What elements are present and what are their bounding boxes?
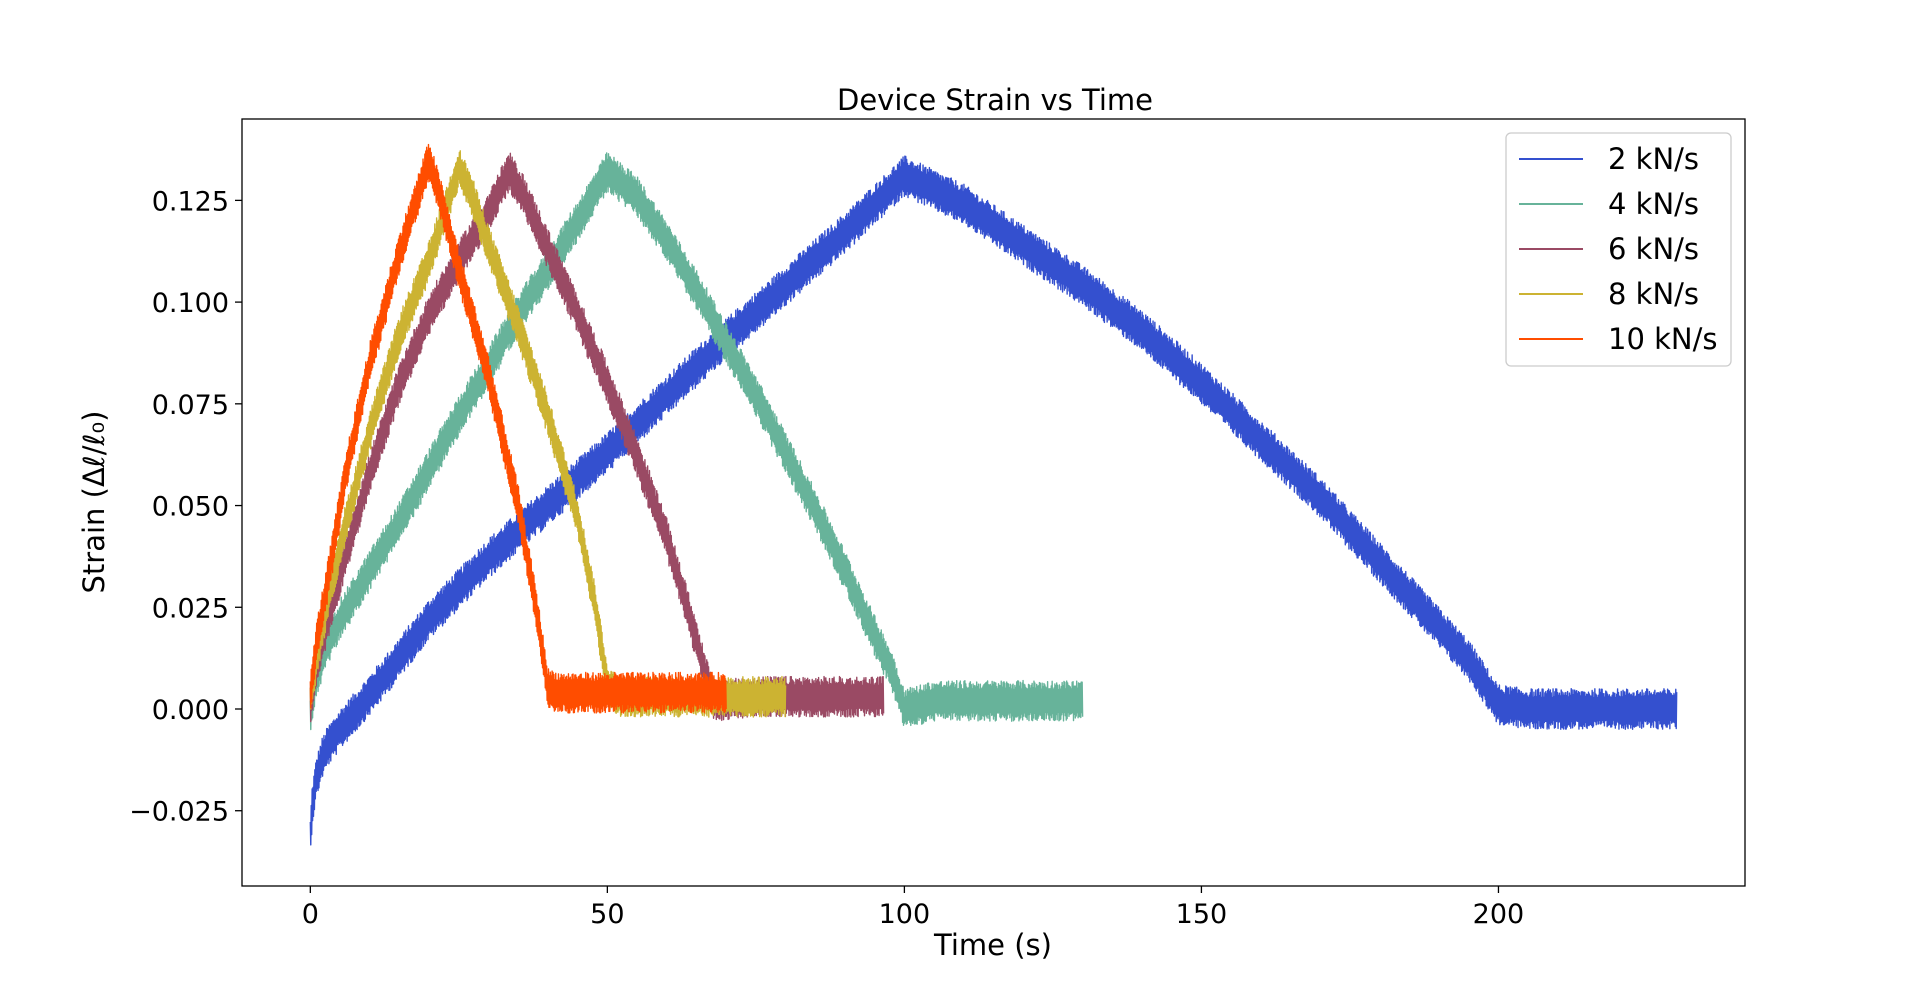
chart-title: Device Strain vs Time [837,83,1153,117]
legend-box [1505,132,1732,367]
legend-items: 2 kN/s 4 kN/s 6 kN/s 8 kN/s 10 kN/s [1519,142,1718,356]
series-line-2 [309,152,1084,731]
legend-label: 6 kN/s [1608,232,1699,266]
y-tick-label: 0.025 [152,593,229,624]
legend-label: 4 kN/s [1608,187,1699,221]
y-tick-label: 0.100 [152,288,229,319]
y-axis-title: Strain (Δℓ/ℓ₀) [77,411,111,594]
series-line-5 [309,143,727,714]
y-axis: −0.025 0.000 0.025 0.050 0.075 0.100 0.125 [129,186,242,828]
legend-label: 10 kN/s [1608,322,1718,356]
x-tick-label: 100 [879,899,931,930]
y-tick-label: −0.025 [129,797,229,828]
x-tick-label: 0 [302,899,319,930]
series-line-1 [309,155,1678,846]
legend-label: 2 kN/s [1608,142,1699,176]
y-tick-label: 0.075 [152,390,229,421]
y-tick-label: 0.125 [152,186,229,217]
y-tick-label: 0.000 [152,695,229,726]
plot-frame [241,118,1746,887]
x-tick-label: 200 [1473,899,1525,930]
x-axis-title: Time (s) [933,928,1052,962]
legend: 2 kN/s 4 kN/s 6 kN/s 8 kN/s 10 kN/s [1505,132,1732,367]
y-tick-label: 0.050 [152,492,229,523]
x-axis: 0 50 100 150 200 [302,886,1525,930]
x-tick-label: 150 [1176,899,1228,930]
series-layer [309,143,1678,846]
legend-label: 8 kN/s [1608,277,1699,311]
series-line-3 [309,152,885,723]
x-tick-label: 50 [590,899,624,930]
